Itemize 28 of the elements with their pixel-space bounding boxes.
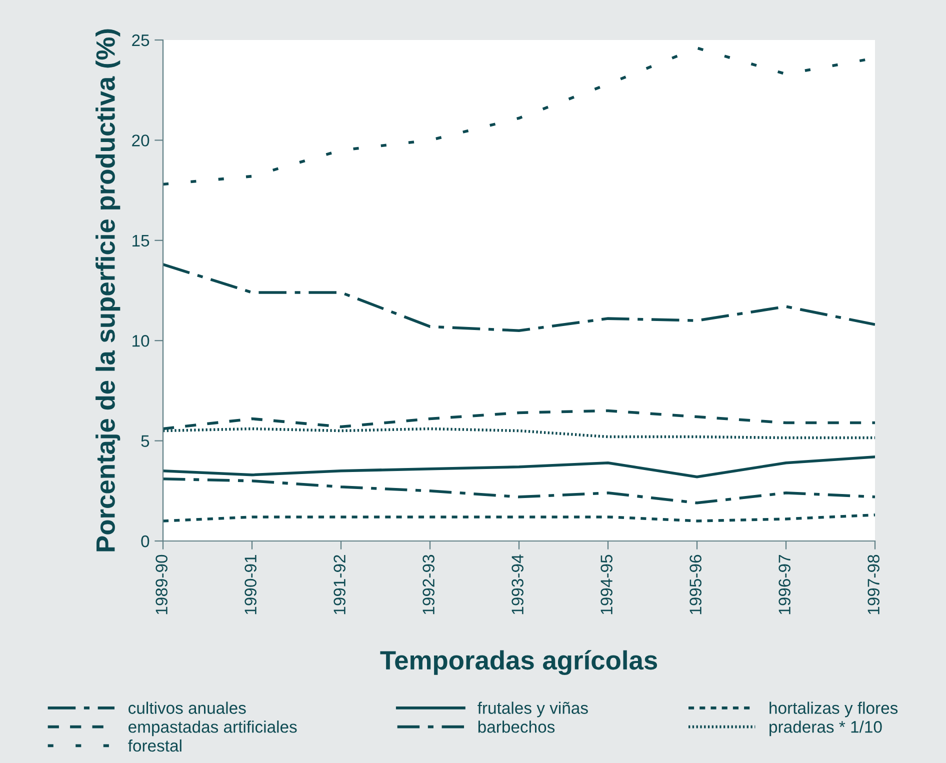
y-axis-title: Porcentaje de la superficie productiva (%) xyxy=(96,29,120,552)
legend-label: forestal xyxy=(128,739,182,752)
x-tick-label: 1991-92 xyxy=(334,555,346,614)
y-tick-label: 25 xyxy=(132,34,150,46)
y-tick-label: 5 xyxy=(141,435,150,448)
x-tick-label: 1995-96 xyxy=(690,554,702,614)
line-series xyxy=(163,477,875,504)
x-tick-label: 1989-90 xyxy=(156,554,168,614)
y-tick-label: 0 xyxy=(141,535,150,548)
x-tick-label: 1990-91 xyxy=(244,555,256,614)
legend-label: hortalizas y flores xyxy=(770,702,898,718)
y-tick-label: 20 xyxy=(132,134,150,146)
x-tick-label: 1994-95 xyxy=(600,554,612,614)
line-series xyxy=(163,455,875,478)
line-series xyxy=(163,263,875,332)
y-tick-label: 15 xyxy=(132,234,150,247)
line-series xyxy=(163,514,875,522)
legend-label: cultivos anuales xyxy=(128,702,246,714)
legend-label: barbechos xyxy=(478,720,555,733)
x-axis-title: Temporadas agrícolas xyxy=(380,650,658,676)
legend-label: empastadas artificiales xyxy=(128,720,297,736)
x-tick-label: 1993-94 xyxy=(512,554,524,614)
legend-label: frutales y viñas xyxy=(478,702,588,718)
x-tick-label: 1996-97 xyxy=(778,555,790,614)
x-tick-label: 1997-98 xyxy=(868,554,880,614)
y-tick-label: 10 xyxy=(132,335,150,347)
x-tick-label: 1992-93 xyxy=(422,554,434,614)
legend-label: praderas * 1/10 xyxy=(770,720,882,736)
